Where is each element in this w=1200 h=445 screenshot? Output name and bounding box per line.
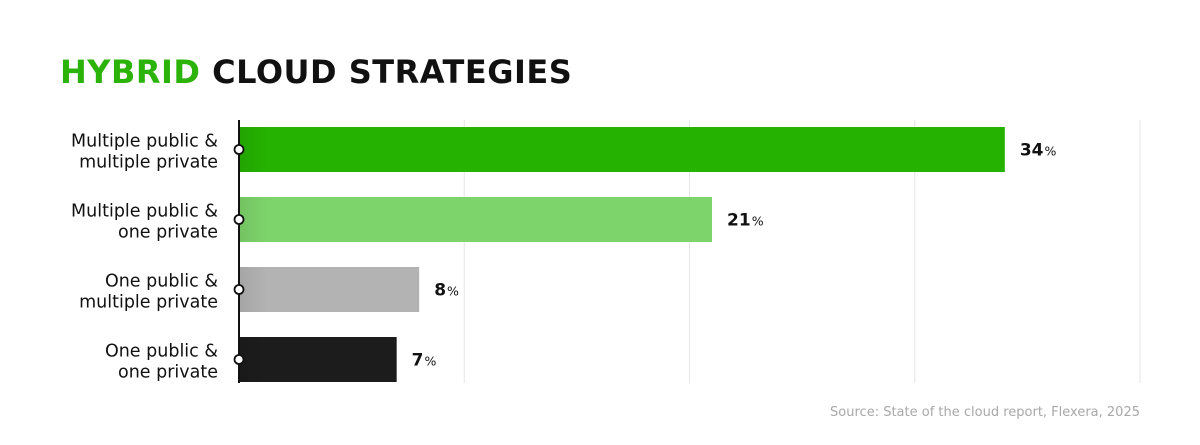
chart-title: HYBRID CLOUD STRATEGIES bbox=[60, 52, 572, 92]
category-label-line: Multiple public & bbox=[71, 132, 218, 152]
value-label: 34% bbox=[1020, 141, 1057, 161]
chart-title-highlight: HYBRID bbox=[60, 53, 201, 91]
category-label: Multiple public & one private bbox=[71, 202, 218, 243]
category-label-line: one private bbox=[118, 363, 218, 383]
category-labels: Multiple public & multiple privateMultipl… bbox=[71, 132, 218, 383]
axis-tick-marker bbox=[233, 214, 245, 225]
value-label: 7% bbox=[412, 351, 437, 371]
chart-title-rest: CLOUD STRATEGIES bbox=[212, 53, 573, 91]
value-number: 21 bbox=[727, 211, 751, 231]
value-unit: % bbox=[1045, 144, 1057, 159]
value-unit: % bbox=[425, 354, 437, 369]
value-number: 8 bbox=[434, 281, 446, 301]
category-label: One public & multiple private bbox=[79, 272, 218, 313]
category-label-line: One public & bbox=[105, 342, 218, 362]
y-axis bbox=[233, 120, 245, 383]
value-labels: 34%21%8%7% bbox=[412, 141, 1057, 371]
category-label-line: multiple private bbox=[79, 153, 218, 173]
value-unit: % bbox=[447, 284, 459, 299]
category-label-line: one private bbox=[118, 223, 218, 243]
value-label: 8% bbox=[434, 281, 459, 301]
category-label-line: One public & bbox=[105, 272, 218, 292]
value-label: 21% bbox=[727, 211, 764, 231]
value-number: 7 bbox=[412, 351, 424, 371]
axis-tick-marker bbox=[233, 284, 245, 295]
source-note: Source: State of the cloud report, Flexe… bbox=[830, 405, 1140, 420]
axis-tick-marker bbox=[233, 354, 245, 365]
bars bbox=[239, 127, 1005, 382]
category-label: One public & one private bbox=[105, 342, 218, 383]
category-label-line: Multiple public & bbox=[71, 202, 218, 222]
bar bbox=[239, 197, 713, 242]
bar bbox=[239, 127, 1005, 172]
value-unit: % bbox=[752, 214, 764, 229]
bar bbox=[239, 267, 420, 312]
value-number: 34 bbox=[1020, 141, 1044, 161]
category-label-line: multiple private bbox=[79, 293, 218, 313]
category-label: Multiple public & multiple private bbox=[71, 132, 218, 173]
axis-tick-marker bbox=[233, 144, 245, 155]
